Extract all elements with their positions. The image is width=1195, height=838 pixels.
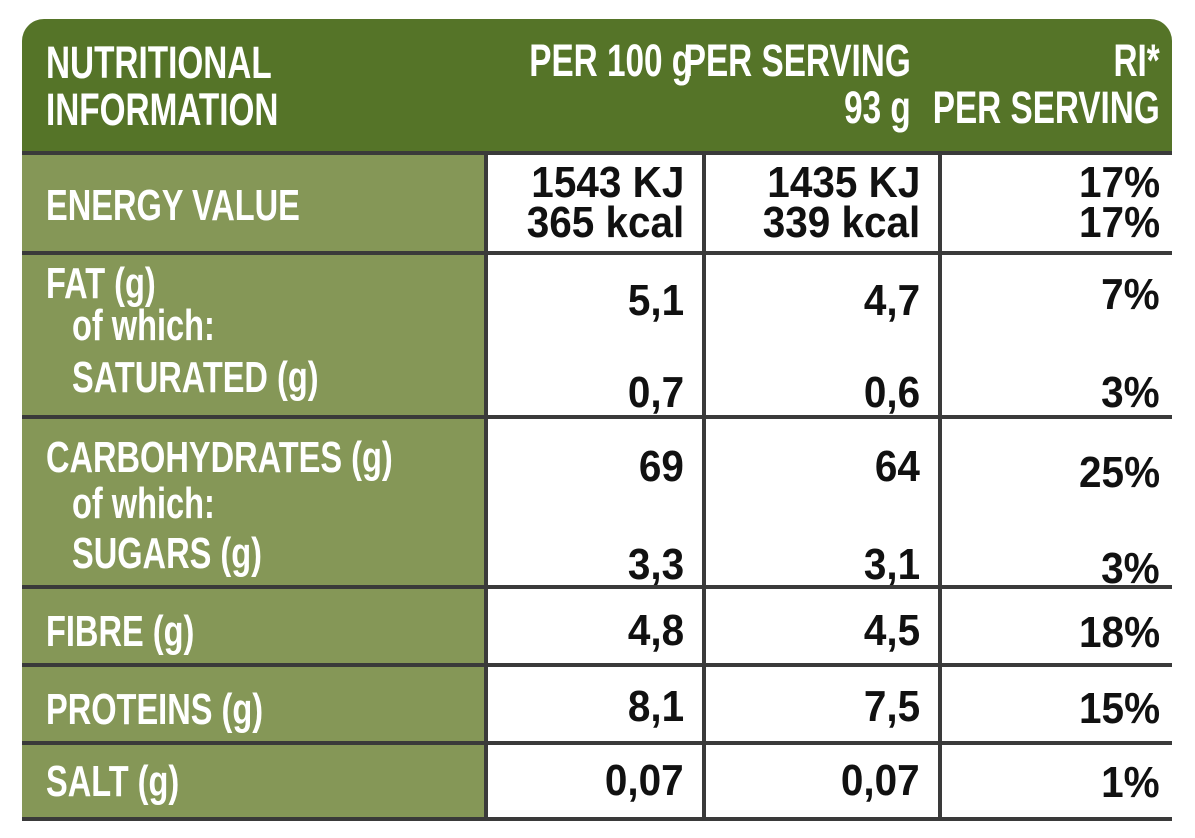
row-proteins: PROTEINS (g) 8,1 7,5 15% xyxy=(22,663,1172,743)
fat-per100: 5,1 xyxy=(627,276,684,325)
header-per-100g-label: PER 100 g xyxy=(529,35,692,86)
sugars-serving: 3,1 xyxy=(863,540,920,589)
header-title: NUTRITIONAL INFORMATION xyxy=(46,39,278,133)
fibre-label: FIBRE (g) xyxy=(46,607,195,656)
header-ri-line1: RI* xyxy=(1113,35,1160,86)
saturated-serving: 0,6 xyxy=(863,368,920,417)
header-per-serving: PER SERVING 93 g xyxy=(684,37,911,131)
salt-serving: 0,07 xyxy=(841,756,920,805)
carbohydrates-label: CARBOHYDRATES (g) xyxy=(46,433,393,482)
row-fat-label-cell xyxy=(22,255,484,417)
sugars-ri: 3% xyxy=(1101,544,1160,593)
saturated-per100: 0,7 xyxy=(627,368,684,417)
row-salt-label-cell xyxy=(22,745,484,817)
column-divider xyxy=(484,667,488,743)
row-salt: SALT (g) 0,07 0,07 1% xyxy=(22,741,1172,821)
row-carbohydrates: CARBOHYDRATES (g) of which: SUGARS (g) 6… xyxy=(22,415,1172,593)
column-divider xyxy=(702,745,706,817)
column-divider xyxy=(484,155,488,253)
fibre-per100: 4,8 xyxy=(627,606,684,655)
sugars-per100: 3,3 xyxy=(627,540,684,589)
salt-per100: 0,07 xyxy=(605,756,684,805)
proteins-per100: 8,1 xyxy=(627,682,684,731)
column-divider xyxy=(702,667,706,743)
column-divider xyxy=(484,419,488,587)
fat-serving: 4,7 xyxy=(863,276,920,325)
fat-label: FAT (g) xyxy=(46,259,156,308)
fat-ri: 7% xyxy=(1101,270,1160,319)
row-proteins-label-cell xyxy=(22,667,484,743)
carbohydrates-per100: 69 xyxy=(638,442,684,491)
column-divider xyxy=(938,589,942,665)
column-divider xyxy=(484,589,488,665)
row-carbohydrates-label-cell xyxy=(22,419,484,587)
column-divider xyxy=(938,255,942,417)
header-ri-line2: PER SERVING xyxy=(932,82,1160,133)
proteins-serving: 7,5 xyxy=(863,682,920,731)
salt-ri: 1% xyxy=(1101,758,1160,807)
row-fibre: FIBRE (g) 4,8 4,5 18% xyxy=(22,585,1172,665)
nutrition-table: NUTRITIONAL INFORMATION PER 100 g PER SE… xyxy=(22,19,1172,821)
header-per-100g: PER 100 g xyxy=(529,37,692,84)
column-divider xyxy=(702,419,706,587)
energy-serving-kcal: 339 kcal xyxy=(762,198,920,247)
column-divider xyxy=(938,667,942,743)
column-divider xyxy=(702,589,706,665)
column-divider xyxy=(938,155,942,253)
column-divider xyxy=(702,155,706,253)
column-divider xyxy=(702,255,706,417)
carbohydrates-serving: 64 xyxy=(874,442,920,491)
carbohydrates-ri: 25% xyxy=(1078,448,1160,497)
proteins-label: PROTEINS (g) xyxy=(46,685,264,734)
energy-per100-kj: 1543 KJ xyxy=(530,158,684,207)
salt-label: SALT (g) xyxy=(46,757,180,806)
row-energy: ENERGY VALUE 1543 KJ 365 kcal 1435 KJ 33… xyxy=(22,151,1172,253)
row-fat: FAT (g) of which: SATURATED (g) 5,1 4,7 … xyxy=(22,251,1172,417)
proteins-ri: 15% xyxy=(1078,684,1160,733)
header-per-serving-line1: PER SERVING xyxy=(683,35,911,86)
sugars-label: SUGARS (g) xyxy=(72,529,262,578)
fibre-serving: 4,5 xyxy=(863,606,920,655)
column-divider xyxy=(484,255,488,417)
energy-serving-kj: 1435 KJ xyxy=(766,158,920,207)
fat-sub-intro: of which: xyxy=(72,301,215,350)
energy-label: ENERGY VALUE xyxy=(46,181,300,230)
saturated-ri: 3% xyxy=(1101,368,1160,417)
fibre-ri: 18% xyxy=(1078,608,1160,657)
column-divider xyxy=(938,419,942,587)
energy-ri-kj: 17% xyxy=(1078,158,1160,207)
header-ri: RI* PER SERVING xyxy=(933,37,1160,131)
column-divider xyxy=(938,745,942,817)
energy-per100-kcal: 365 kcal xyxy=(526,198,684,247)
row-energy-label-cell xyxy=(22,155,484,253)
header-title-line2: INFORMATION xyxy=(46,84,279,135)
carbohydrates-sub-intro: of which: xyxy=(72,479,215,528)
header-per-serving-line2: 93 g xyxy=(844,82,911,133)
column-divider xyxy=(484,745,488,817)
header-title-line1: NUTRITIONAL xyxy=(46,37,272,88)
saturated-label: SATURATED (g) xyxy=(72,353,319,402)
row-fibre-label-cell xyxy=(22,589,484,665)
table-header: NUTRITIONAL INFORMATION PER 100 g PER SE… xyxy=(22,19,1172,153)
energy-ri-kcal: 17% xyxy=(1078,198,1160,247)
